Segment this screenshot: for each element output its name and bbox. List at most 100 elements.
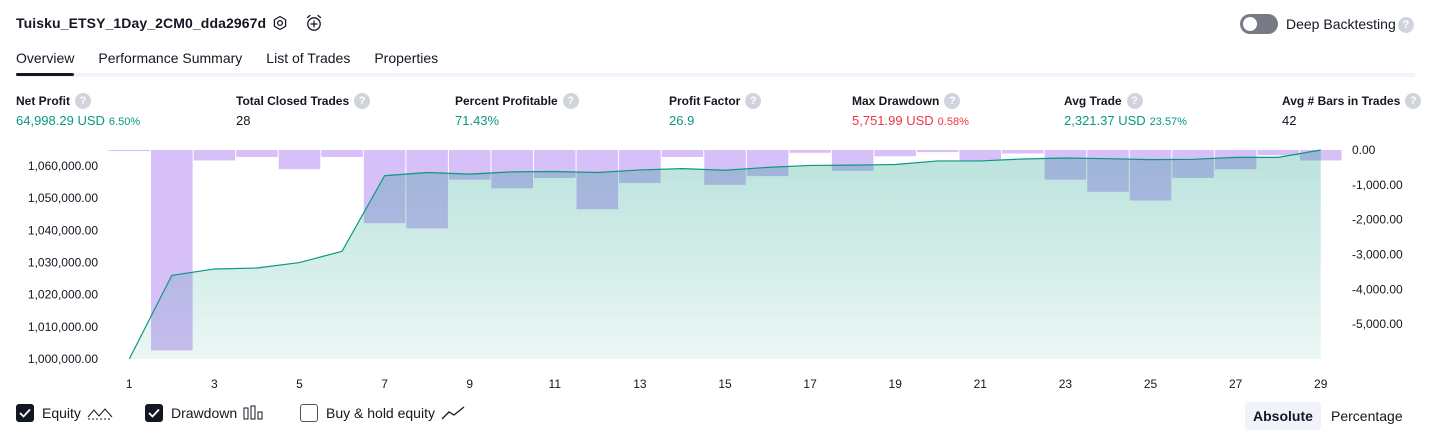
checkbox-checked-icon[interactable] bbox=[145, 404, 163, 422]
drawdown-bar bbox=[108, 150, 151, 152]
right-axis-tick: -4,000.00 bbox=[1352, 282, 1403, 296]
metric-avg-bars-in-trades: Avg # Bars in Trades? 42 bbox=[1282, 92, 1422, 128]
left-axis-tick: 1,040,000.00 bbox=[28, 223, 98, 237]
metric-value: 64,998.29 USD bbox=[16, 113, 105, 128]
tab-list-of-trades[interactable]: List of Trades bbox=[266, 50, 351, 66]
x-axis-tick: 11 bbox=[549, 377, 562, 391]
metric-title: Total Closed Trades bbox=[236, 94, 350, 108]
deep-backtesting-toggle[interactable] bbox=[1240, 14, 1278, 34]
buy-hold-label: Buy & hold equity bbox=[326, 405, 435, 421]
left-axis-tick: 1,030,000.00 bbox=[28, 256, 98, 270]
right-axis-tick: -5,000.00 bbox=[1352, 317, 1403, 331]
x-axis-tick: 9 bbox=[466, 377, 473, 391]
drawdown-bar bbox=[193, 150, 236, 161]
equity-toggle[interactable]: Equity bbox=[16, 404, 113, 422]
absolute-button[interactable]: Absolute bbox=[1245, 402, 1321, 430]
tab-performance-summary[interactable]: Performance Summary bbox=[98, 50, 243, 66]
drawdown-bar bbox=[1257, 150, 1299, 156]
info-icon[interactable]: ? bbox=[562, 93, 579, 109]
info-icon[interactable]: ? bbox=[1405, 93, 1422, 109]
metric-value: 71.43% bbox=[455, 113, 500, 128]
equity-area bbox=[129, 150, 1321, 359]
metric-percent-profitable: Percent Profitable? 71.43% bbox=[455, 92, 579, 128]
drawdown-label: Drawdown bbox=[171, 405, 238, 421]
alarm-clock-plus-icon[interactable] bbox=[304, 13, 324, 33]
info-icon[interactable]: ? bbox=[1126, 93, 1143, 109]
right-axis-tick: -1,000.00 bbox=[1352, 178, 1403, 192]
x-axis-tick: 19 bbox=[889, 377, 903, 391]
drawdown-bar bbox=[278, 150, 321, 170]
info-icon[interactable]: ? bbox=[75, 93, 91, 109]
drawdown-bar bbox=[1002, 150, 1044, 154]
tab-overview[interactable]: Overview bbox=[16, 47, 75, 76]
drawdown-bar bbox=[789, 150, 831, 153]
metric-value: 28 bbox=[236, 113, 251, 128]
metric-profit-factor: Profit Factor? 26.9 bbox=[669, 92, 762, 128]
info-icon[interactable]: ? bbox=[745, 93, 762, 109]
metric-title: Avg # Bars in Trades bbox=[1282, 94, 1401, 108]
metrics-row: Net Profit? 64,998.29 USD 6.50% Total Clo… bbox=[0, 92, 1431, 132]
drawdown-bar bbox=[959, 150, 1002, 161]
equity-line-icon bbox=[87, 405, 113, 421]
metric-title: Percent Profitable bbox=[455, 94, 558, 108]
metric-percent: 0.58% bbox=[937, 116, 969, 128]
report-tabs: Overview Performance Summary List of Tra… bbox=[16, 47, 462, 77]
equity-label: Equity bbox=[42, 405, 81, 421]
percentage-button[interactable]: Percentage bbox=[1331, 408, 1403, 424]
tabs-divider bbox=[16, 73, 1415, 77]
x-axis-tick: 29 bbox=[1314, 377, 1328, 391]
left-axis-tick: 1,060,000.00 bbox=[28, 159, 98, 173]
right-axis-tick: -3,000.00 bbox=[1352, 248, 1403, 262]
drawdown-bar bbox=[874, 150, 916, 157]
drawdown-bar bbox=[321, 150, 363, 157]
metric-value: 2,321.37 USD bbox=[1064, 113, 1146, 128]
x-axis-tick: 21 bbox=[974, 377, 988, 391]
info-icon[interactable]: ? bbox=[944, 93, 961, 109]
x-axis-tick: 15 bbox=[718, 377, 732, 391]
tab-properties[interactable]: Properties bbox=[374, 50, 439, 66]
x-axis-tick: 7 bbox=[381, 377, 388, 391]
metric-title: Max Drawdown bbox=[852, 94, 940, 108]
drawdown-toggle[interactable]: Drawdown bbox=[145, 404, 265, 422]
equity-chart[interactable]: 1,060,000.00 1,050,000.00 1,040,000.00 1,03… bbox=[0, 140, 1431, 396]
checkbox-checked-icon[interactable] bbox=[16, 404, 34, 422]
x-axis-tick: 25 bbox=[1144, 377, 1158, 391]
x-axis-tick: 3 bbox=[211, 377, 218, 391]
info-icon[interactable]: ? bbox=[354, 93, 371, 109]
x-axis-tick: 5 bbox=[296, 377, 303, 391]
left-axis-tick: 1,000,000.00 bbox=[28, 352, 98, 366]
chart-svg: 1,060,000.00 1,050,000.00 1,040,000.00 1,03… bbox=[28, 143, 1403, 391]
bar-chart-icon bbox=[243, 405, 265, 421]
toggle-knob bbox=[1243, 17, 1257, 31]
checkbox-unchecked-icon[interactable] bbox=[300, 404, 318, 422]
metric-percent: 6.50% bbox=[108, 116, 141, 128]
right-axis-tick: 0.00 bbox=[1352, 143, 1376, 157]
metric-value: 5,751.99 USD bbox=[852, 113, 934, 128]
chart-legend: Equity Drawdown Buy & hold equity Absolu… bbox=[0, 400, 1431, 430]
report-header: Tuisku_ETSY_1Day_2CM0_dda2967d Deep Back… bbox=[0, 0, 1431, 46]
metric-total-closed-trades: Total Closed Trades? 28 bbox=[236, 92, 371, 128]
drawdown-bar bbox=[661, 150, 704, 157]
metric-avg-trade: Avg Trade? 2,321.37 USD 23.57% bbox=[1064, 92, 1187, 128]
metric-net-profit: Net Profit? 64,998.29 USD 6.50% bbox=[16, 92, 140, 128]
left-axis-tick: 1,020,000.00 bbox=[28, 288, 98, 302]
x-axis-tick: 23 bbox=[1059, 377, 1073, 391]
metric-value: 42 bbox=[1282, 113, 1297, 128]
metric-title: Net Profit bbox=[16, 94, 70, 108]
help-icon[interactable]: ? bbox=[1398, 17, 1414, 33]
metric-value: 26.9 bbox=[669, 113, 695, 128]
x-axis-tick: 17 bbox=[803, 377, 817, 391]
drawdown-bar bbox=[236, 150, 278, 157]
left-axis-tick: 1,050,000.00 bbox=[28, 191, 98, 205]
gear-icon[interactable] bbox=[270, 13, 290, 33]
x-axis-tick: 27 bbox=[1229, 377, 1243, 391]
buy-hold-toggle[interactable]: Buy & hold equity bbox=[300, 404, 465, 422]
metric-title: Avg Trade bbox=[1064, 94, 1122, 108]
x-axis-tick: 1 bbox=[126, 377, 133, 391]
strategy-name: Tuisku_ETSY_1Day_2CM0_dda2967d bbox=[16, 15, 267, 31]
deep-backtesting-label: Deep Backtesting bbox=[1286, 16, 1396, 32]
metric-percent: 23.57% bbox=[1149, 116, 1187, 128]
metric-title: Profit Factor bbox=[669, 94, 741, 108]
left-axis-tick: 1,010,000.00 bbox=[28, 320, 98, 334]
right-axis-tick: -2,000.00 bbox=[1352, 213, 1403, 227]
